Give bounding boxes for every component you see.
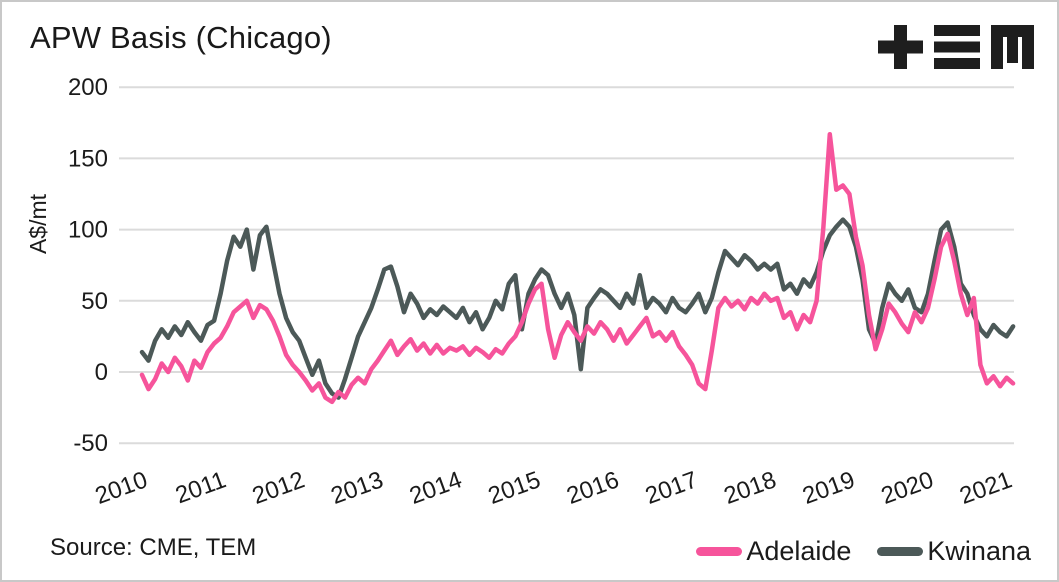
logo-bars-icon: [934, 25, 980, 36]
kwinana-line-swatch: [877, 547, 924, 556]
x-tick-label: 2016: [563, 466, 622, 510]
x-tick-label: 2019: [799, 466, 858, 510]
y-tick-label: 150: [68, 145, 108, 172]
legend-label-kwinana: Kwinana: [927, 536, 1031, 566]
x-tick-label: 2018: [720, 466, 779, 510]
x-tick-label: 2015: [485, 466, 544, 510]
legend-item-adelaide: Adelaide: [696, 536, 851, 567]
x-tick-label: 2011: [172, 466, 230, 509]
logo-m-icon: [991, 25, 1034, 69]
y-axis-title: A$/mt: [25, 193, 51, 254]
x-tick-label: 2021: [956, 466, 1015, 510]
x-tick-label: 2013: [327, 466, 386, 510]
x-tick-label: 2012: [249, 466, 308, 510]
legend: Adelaide Kwinana: [696, 536, 1031, 567]
y-tick-label: 100: [68, 217, 108, 244]
x-tick-label: 2010: [92, 466, 151, 510]
chart-title: APW Basis (Chicago): [30, 20, 332, 55]
x-tick-label: 2017: [642, 466, 701, 510]
legend-label-adelaide: Adelaide: [746, 536, 852, 566]
legend-item-kwinana: Kwinana: [877, 536, 1031, 567]
x-tick-label: 2020: [878, 466, 937, 510]
source-note: Source: CME, TEM: [50, 534, 257, 561]
y-tick-label: -50: [73, 430, 108, 457]
y-tick-label: 0: [95, 359, 108, 386]
adelaide-line-swatch: [696, 547, 743, 556]
series-line-kwinana: [139, 217, 1016, 400]
tem-logo: [878, 25, 1034, 69]
x-tick-label: 2014: [406, 466, 465, 510]
y-tick-label: 200: [68, 74, 108, 101]
series-line-adelaide: [139, 131, 1016, 405]
y-tick-label: 50: [81, 288, 108, 315]
